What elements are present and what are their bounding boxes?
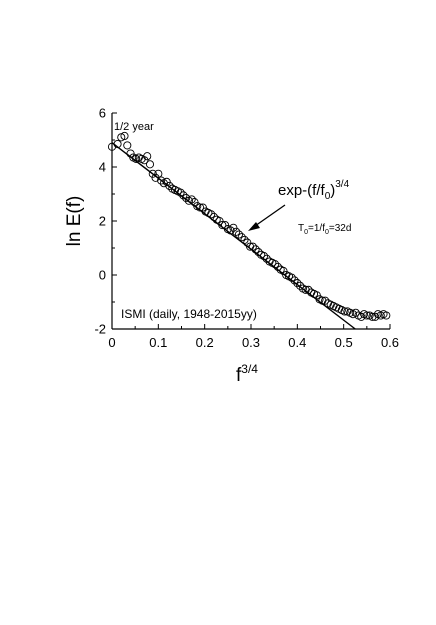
data-point: [120, 131, 129, 140]
data-point: [371, 312, 380, 321]
y-axis-label: ln E(f): [64, 196, 85, 247]
half-year-annotation: 1/2 year: [114, 121, 154, 133]
fit-line-segment: [111, 142, 356, 330]
data-point: [182, 193, 191, 203]
x-tick-label: 0.1: [149, 335, 167, 350]
arrow-annotation: [248, 204, 286, 231]
data-point: [340, 307, 349, 316]
dataset-annotation: ISMI (daily, 1948-2015yy): [121, 307, 257, 321]
data-point: [362, 311, 371, 320]
x-tick-label: 0.3: [242, 335, 260, 350]
data-point: [198, 203, 207, 212]
data-point: [140, 156, 149, 165]
data-point: [157, 176, 166, 185]
x-tick-label: 0.4: [288, 335, 306, 350]
y-tick-label: -2: [94, 322, 106, 337]
y-tick-label: 0: [99, 268, 106, 283]
data-point: [351, 308, 360, 317]
data-point: [145, 160, 155, 169]
data-point: [382, 311, 391, 320]
y-tick-label: 6: [99, 106, 106, 121]
data-point: [123, 141, 132, 150]
x-tick-label: 0.6: [381, 335, 399, 350]
data-point: [143, 152, 152, 161]
y-tick-label: 4: [99, 160, 106, 175]
x-tick-label: 0.2: [196, 335, 214, 350]
data-point: [148, 169, 157, 178]
data-point: [232, 227, 241, 236]
data-point: [321, 296, 330, 305]
fit-line: [111, 142, 356, 330]
x-axis-label: f3/4: [236, 362, 258, 386]
data-point: [237, 233, 246, 242]
data-point: [165, 181, 174, 190]
data-point: [229, 223, 238, 232]
data-point: [293, 279, 302, 288]
data-point: [296, 281, 305, 290]
data-point: [357, 312, 366, 321]
y-tick-label: 2: [99, 214, 106, 229]
period-annotation: T0=1/f0=32d: [298, 223, 351, 236]
x-tick-label: 0.5: [335, 335, 353, 350]
x-tick-label: 0: [108, 335, 115, 350]
fit-formula-annotation: exp-(f/f0)3/4: [278, 179, 350, 202]
data-point: [234, 230, 244, 239]
